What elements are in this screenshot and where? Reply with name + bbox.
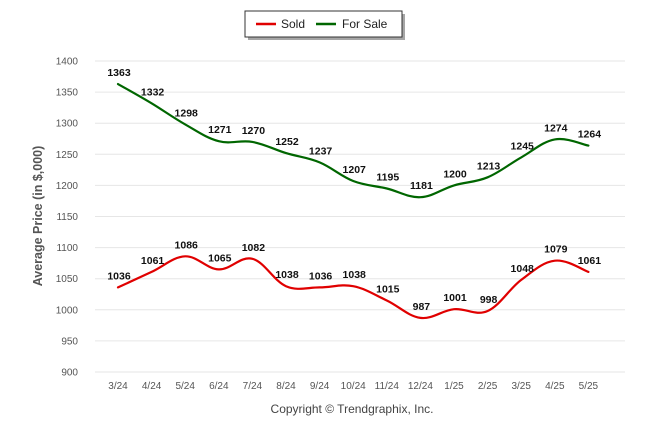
data-label-for-sale: 1200: [443, 168, 467, 180]
data-label-for-sale: 1245: [511, 140, 535, 152]
data-label-sold: 1015: [376, 283, 400, 295]
y-tick-label: 1350: [56, 88, 79, 99]
x-tick-label: 6/24: [209, 381, 229, 392]
y-tick-label: 1400: [56, 57, 79, 68]
data-label-sold: 998: [480, 294, 498, 306]
x-tick-label: 7/24: [243, 381, 263, 392]
data-label-for-sale: 1271: [208, 124, 232, 136]
y-tick-label: 1200: [56, 181, 79, 192]
x-tick-label: 5/25: [579, 381, 599, 392]
legend-label-for-sale[interactable]: For Sale: [342, 17, 388, 31]
y-tick-label: 1250: [56, 150, 79, 161]
x-tick-label: 4/24: [142, 381, 162, 392]
x-tick-label: 3/24: [108, 381, 128, 392]
data-label-for-sale: 1298: [175, 107, 199, 119]
data-label-for-sale: 1363: [107, 67, 131, 79]
y-tick-label: 1050: [56, 274, 79, 285]
series-line-sold[interactable]: [116, 255, 590, 320]
y-tick-label: 1100: [56, 243, 78, 254]
x-tick-label: 4/25: [545, 381, 565, 392]
data-label-sold: 1036: [309, 270, 333, 282]
x-tick-label: 11/24: [375, 381, 400, 392]
data-labels: 1036 1061 1086 1065 1082 1038 1036 1038 1015 987 1…: [107, 67, 601, 313]
y-tick-label: 1150: [56, 212, 78, 223]
x-tick-label: 12/24: [408, 381, 433, 392]
copyright-text: Copyright © Trendgraphix, Inc.: [271, 402, 434, 416]
x-tick-label: 5/24: [175, 381, 195, 392]
data-label-for-sale: 1264: [578, 129, 602, 141]
y-axis-ticks: 900 950 1000 1050 1100 1150 1200 1250 1300 1350 14…: [56, 57, 79, 379]
data-label-sold: 1001: [443, 292, 467, 304]
x-tick-label: 3/25: [511, 381, 531, 392]
data-label-for-sale: 1237: [309, 145, 333, 157]
series-lines: [116, 82, 590, 320]
data-label-for-sale: 1181: [410, 180, 433, 192]
data-label-sold: 1038: [275, 269, 299, 281]
data-label-sold: 1048: [511, 263, 535, 275]
y-tick-label: 1300: [56, 119, 79, 130]
data-label-sold: 1038: [343, 269, 367, 281]
data-label-sold: 1036: [107, 270, 131, 282]
data-label-for-sale: 1270: [242, 125, 266, 137]
data-label-for-sale: 1213: [477, 160, 501, 172]
x-tick-label: 9/24: [310, 381, 330, 392]
data-label-for-sale: 1252: [275, 136, 299, 148]
x-tick-label: 1/25: [444, 381, 464, 392]
y-tick-label: 900: [61, 368, 78, 379]
data-label-sold: 1061: [578, 255, 602, 267]
x-axis-ticks: 3/24 4/24 5/24 6/24 7/24 8/24 9/24 10/24 11/24 12…: [108, 381, 598, 392]
legend[interactable]: Sold For Sale: [244, 10, 405, 40]
data-label-for-sale: 1332: [141, 86, 165, 98]
y-axis-title: Average Price (in $,000): [31, 146, 45, 287]
data-label-sold: 1061: [141, 255, 165, 267]
y-tick-label: 950: [61, 336, 78, 347]
x-tick-label: 2/25: [478, 381, 498, 392]
data-label-sold: 987: [413, 301, 431, 313]
data-label-sold: 1079: [544, 244, 568, 256]
data-label-for-sale: 1195: [376, 172, 399, 184]
y-tick-label: 1000: [56, 305, 79, 316]
x-tick-label: 8/24: [276, 381, 296, 392]
series-line-for-sale[interactable]: [116, 82, 590, 199]
legend-label-sold[interactable]: Sold: [281, 17, 305, 31]
data-label-sold: 1086: [175, 239, 199, 251]
data-label-for-sale: 1274: [544, 122, 568, 134]
data-label-for-sale: 1207: [343, 164, 367, 176]
data-label-sold: 1065: [208, 252, 232, 264]
x-tick-label: 10/24: [341, 381, 366, 392]
data-label-sold: 1082: [242, 242, 266, 254]
